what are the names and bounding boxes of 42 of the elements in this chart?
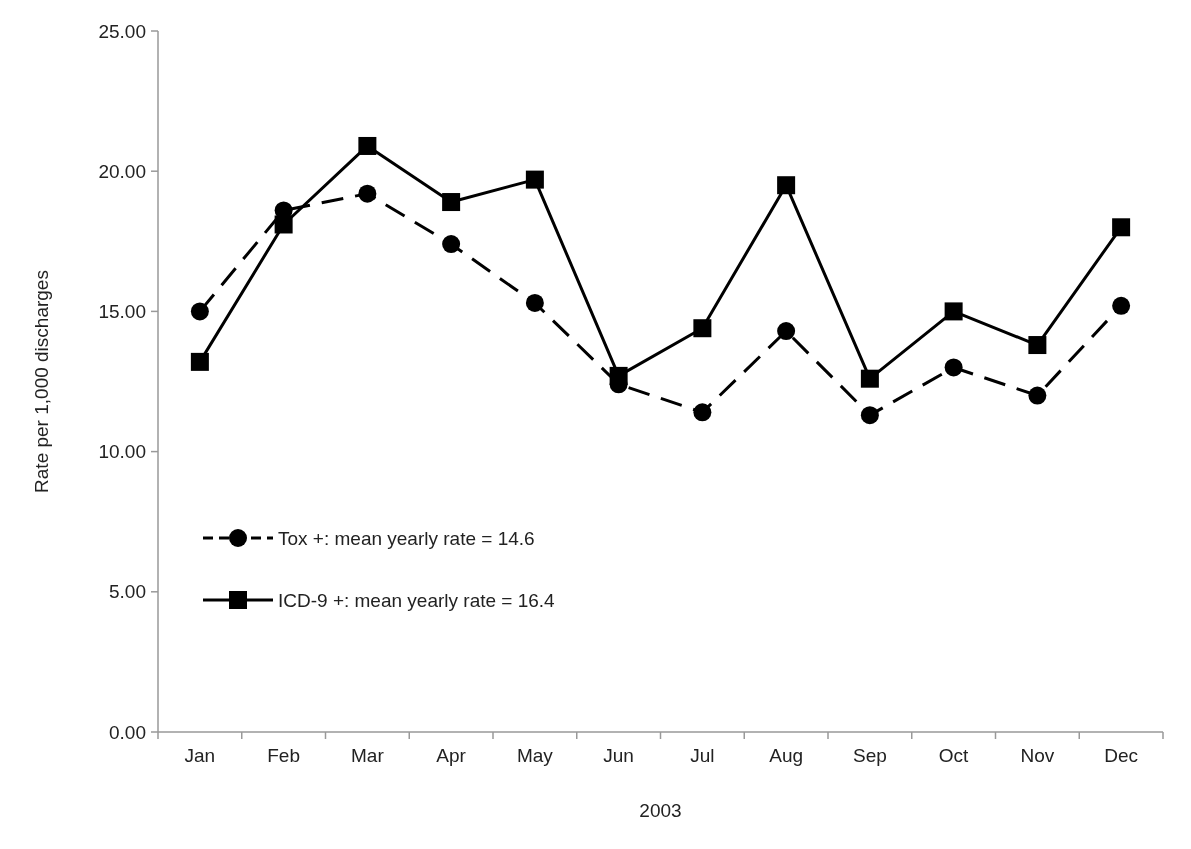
- point: [525, 170, 544, 189]
- point: [777, 322, 796, 341]
- point: [525, 293, 544, 312]
- point: [693, 319, 712, 338]
- point: [944, 358, 963, 377]
- x-tick-label: Oct: [938, 745, 970, 766]
- x-tick-label: Jul: [690, 745, 715, 766]
- point: [1112, 296, 1131, 315]
- x-tick-label: Mar: [351, 745, 385, 766]
- legend-label: ICD-9 +: mean yearly rate = 16.4: [278, 589, 556, 611]
- point: [442, 193, 461, 212]
- legend-label: Tox +: mean yearly rate = 14.6: [278, 527, 535, 549]
- point: [1112, 218, 1131, 237]
- x-axis-title: 2003: [639, 800, 682, 821]
- point: [860, 406, 879, 425]
- x-tick-label: Feb: [267, 745, 300, 766]
- point: [442, 235, 461, 254]
- point: [860, 369, 879, 388]
- x-tick-label: Sep: [852, 745, 887, 766]
- x-tick-label: Nov: [1020, 745, 1055, 766]
- x-tick-label: Aug: [769, 745, 804, 766]
- y-tick-label: 0.00: [109, 721, 146, 743]
- point: [358, 184, 377, 203]
- x-tick-label: Jan: [184, 745, 216, 766]
- y-tick-label: 5.00: [109, 581, 146, 603]
- y-tick-label: 25.00: [98, 20, 146, 42]
- point: [1028, 386, 1047, 405]
- y-axis-title: Rate per 1,000 discharges: [31, 270, 52, 493]
- y-tick-label: 10.00: [98, 441, 146, 463]
- x-tick-label: Apr: [436, 745, 467, 766]
- x-tick-label: May: [516, 745, 554, 766]
- x-tick-label: Jun: [603, 745, 634, 766]
- y-tick-label: 15.00: [98, 301, 146, 323]
- point: [693, 403, 712, 422]
- point: [190, 352, 209, 371]
- point: [358, 136, 377, 155]
- y-tick-label: 20.00: [98, 160, 146, 182]
- point: [190, 302, 209, 321]
- point: [1028, 336, 1047, 355]
- point: [944, 302, 963, 321]
- x-tick-label: Dec: [1104, 745, 1139, 766]
- point: [777, 176, 796, 195]
